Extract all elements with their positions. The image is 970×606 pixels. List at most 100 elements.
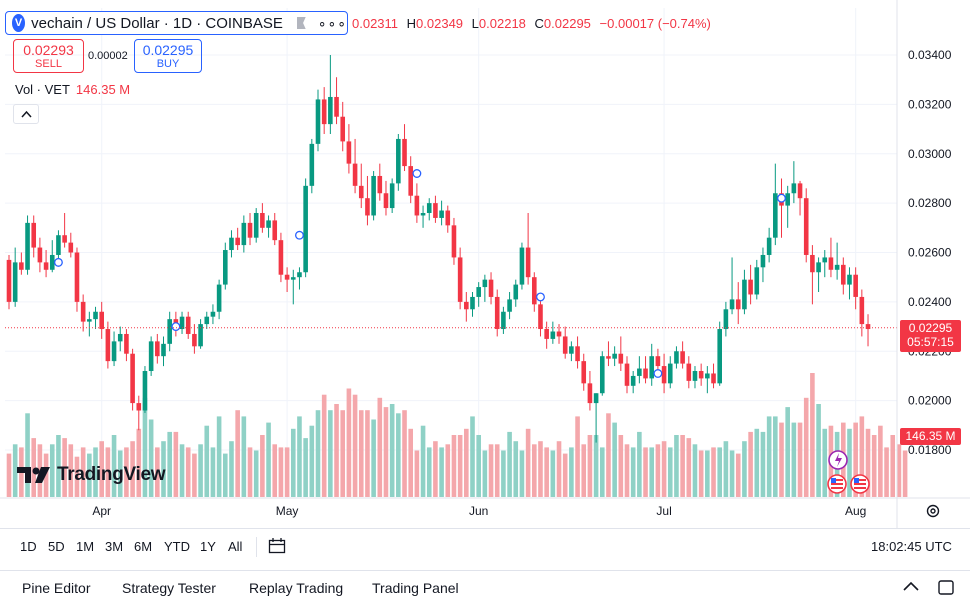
range-1d-button[interactable]: 1D	[20, 539, 37, 554]
volume-bar	[643, 447, 648, 497]
volume-bar	[847, 428, 852, 497]
candle-body	[451, 225, 457, 258]
flag-icon[interactable]	[296, 17, 306, 29]
range-all-button[interactable]: All	[228, 539, 243, 554]
bottom-panel-tabs: Pine Editor Strategy Tester Replay Tradi…	[0, 570, 970, 606]
volume-bar	[315, 410, 321, 497]
volume-bar	[494, 444, 500, 497]
volume-bar	[278, 447, 284, 497]
dividend-marker-icon[interactable]	[536, 292, 545, 302]
collapse-legend-button[interactable]	[13, 104, 39, 124]
candle-body	[253, 213, 259, 238]
candle-body	[365, 198, 370, 216]
candle-body	[136, 403, 142, 411]
volume-bar	[599, 447, 605, 497]
volume-bar	[439, 447, 444, 497]
price-tick-label: 0.02000	[908, 394, 952, 408]
symbol-selector[interactable]: V vechain / US Dollar · 1D · COINBASE ∘∘…	[5, 11, 348, 35]
candle-body	[791, 183, 797, 194]
volume-bar	[31, 438, 37, 497]
volume-bar	[896, 444, 902, 497]
utc-clock[interactable]: 18:02:45 UTC	[871, 539, 952, 554]
tradingview-logo[interactable]: TradingView	[17, 464, 166, 486]
volume-bar	[284, 447, 290, 497]
range-6m-button[interactable]: 6M	[134, 539, 153, 554]
candle-body	[760, 254, 766, 268]
volume-bar	[6, 453, 12, 497]
candle-body	[847, 274, 852, 285]
candle-body	[346, 141, 352, 164]
candle-body	[680, 351, 685, 364]
volume-bar	[445, 444, 451, 497]
volume-bar	[352, 394, 358, 497]
dividend-marker-icon[interactable]	[777, 193, 786, 203]
candle-body	[544, 329, 549, 339]
candle-body	[612, 353, 617, 359]
volume-bar	[457, 435, 463, 497]
dividend-marker-icon[interactable]	[171, 322, 181, 332]
chevron-up-icon[interactable]	[902, 579, 920, 593]
settings-gear-icon[interactable]	[925, 503, 941, 519]
price-chart[interactable]: 0.03400 0.03200 0.03000 0.02800 0.02600 0.024…	[0, 0, 970, 528]
candle-body	[575, 346, 580, 362]
candle-body	[93, 311, 98, 320]
tab-trading-panel[interactable]: Trading Panel	[372, 580, 459, 596]
sell-button[interactable]: 0.02293 SELL	[13, 39, 84, 73]
volume-bar	[426, 447, 432, 497]
range-5d-button[interactable]: 5D	[48, 539, 65, 554]
maximize-panel-icon[interactable]	[937, 579, 955, 597]
candle-body	[599, 356, 605, 394]
volume-bar	[74, 456, 80, 497]
volume-bar	[253, 450, 259, 497]
candle-body	[272, 220, 278, 241]
volume-bar	[142, 397, 148, 497]
volume-bar	[290, 428, 296, 497]
dividend-marker-icon[interactable]	[295, 230, 304, 240]
candle-body	[705, 373, 710, 379]
dividend-marker-icon[interactable]	[412, 169, 422, 178]
volume-bar	[581, 444, 587, 497]
volume-bar	[556, 441, 562, 497]
candle-body	[457, 257, 463, 302]
volume-bar	[810, 373, 815, 497]
candle-body	[389, 183, 395, 209]
calendar-range-icon[interactable]	[268, 537, 288, 555]
tab-replay-trading[interactable]: Replay Trading	[249, 580, 344, 596]
volume-bar	[87, 453, 92, 497]
volume-bar	[402, 410, 407, 497]
dividend-marker-icon[interactable]	[53, 257, 63, 267]
volume-bar	[593, 435, 599, 497]
volume-bar	[902, 450, 908, 497]
more-options-icon[interactable]: ∘∘∘	[317, 14, 347, 31]
candle-body	[692, 371, 698, 381]
candle-body	[822, 257, 828, 263]
volume-bar	[25, 413, 30, 497]
price-tick-label: 0.03400	[908, 48, 952, 62]
volume-bar	[562, 453, 568, 497]
volume-bar	[816, 404, 821, 497]
candle-body	[464, 301, 469, 310]
range-3m-button[interactable]: 3M	[105, 539, 124, 554]
range-1y-button[interactable]: 1Y	[200, 539, 216, 554]
range-ytd-button[interactable]: YTD	[164, 539, 190, 554]
volume-bar	[297, 416, 302, 497]
volume-bar	[389, 404, 395, 497]
candle-body	[235, 237, 240, 246]
tab-pine-editor[interactable]: Pine Editor	[22, 580, 91, 596]
candle-body	[649, 356, 655, 379]
toolbar-divider	[256, 537, 257, 557]
candle-body	[538, 304, 543, 330]
ohlc-readout: 0.02311 H0.02349 L0.02218 C0.02295 −0.00…	[352, 16, 716, 31]
candle-body	[569, 346, 574, 354]
volume-bar	[655, 444, 661, 497]
volume-bar	[241, 416, 247, 497]
tab-strategy-tester[interactable]: Strategy Tester	[122, 580, 216, 596]
range-1m-button[interactable]: 1M	[76, 539, 95, 554]
candle-body	[340, 116, 346, 142]
volume-bar	[878, 425, 883, 497]
volume-bar	[192, 453, 197, 497]
candle-body	[581, 361, 587, 384]
volume-bar	[791, 422, 797, 497]
buy-button[interactable]: 0.02295 BUY	[134, 39, 202, 73]
dividend-marker-icon[interactable]	[653, 369, 663, 378]
